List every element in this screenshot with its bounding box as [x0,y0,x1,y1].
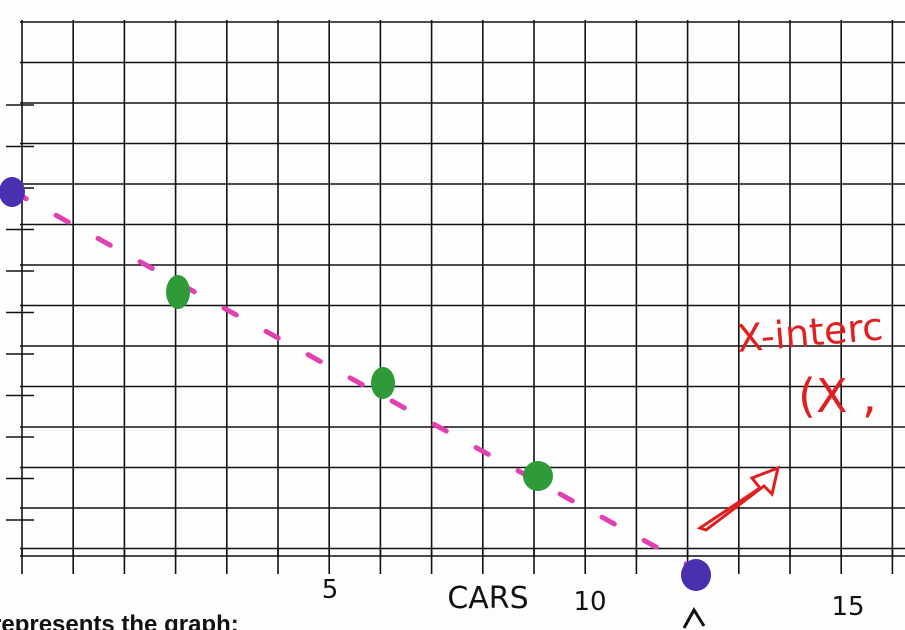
dashed-line [14,192,712,578]
point [0,177,25,207]
worksheet-photo: 5 CARS 10 15 X-interc (X , represents th… [0,0,905,630]
axis-title: CARS [447,581,528,616]
caret [684,610,704,628]
tick-label: 15 [831,592,864,622]
point [523,461,553,491]
annotation: X-interc [735,304,885,361]
tick-label: 5 [322,575,339,605]
point [681,559,711,591]
point [371,367,395,399]
footer-text: represents the graph: [0,611,239,630]
graph: 5 CARS 10 15 X-interc (X , represents th… [0,0,905,630]
annotation: (X , [798,369,877,423]
tick-label: 10 [573,587,606,617]
point [166,275,190,309]
